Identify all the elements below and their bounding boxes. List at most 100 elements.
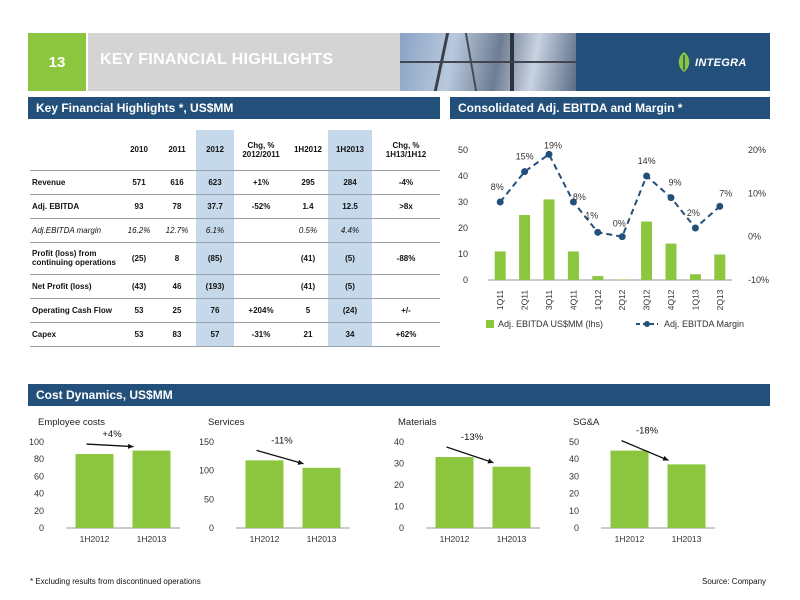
margin-data-label: 0% bbox=[613, 219, 626, 229]
y-tick-label: 0 bbox=[574, 523, 579, 533]
row-label: Net Profit (loss) bbox=[30, 274, 120, 299]
cost-chart-title: Materials bbox=[398, 417, 437, 428]
margin-point bbox=[521, 168, 529, 176]
row-label: Capex bbox=[30, 322, 120, 347]
table-cell bbox=[234, 242, 288, 275]
table-cell: 34 bbox=[328, 322, 372, 347]
slide-number: 13 bbox=[28, 33, 86, 91]
x-tick-label: 3Q12 bbox=[642, 289, 652, 310]
table-cell: 53 bbox=[120, 298, 158, 323]
table-cell: 8 bbox=[158, 242, 196, 275]
ebitda-bar bbox=[519, 215, 531, 280]
x-tick-label: 3Q11 bbox=[544, 290, 554, 310]
x-tick-label: 1Q11 bbox=[495, 290, 505, 310]
x-tick-label: 1H2013 bbox=[497, 534, 527, 544]
table-cell: 295 bbox=[288, 170, 328, 195]
table-cell: (24) bbox=[328, 298, 372, 323]
ebitda-bar bbox=[592, 276, 604, 280]
y-tick-label: 40 bbox=[458, 171, 468, 181]
table-body: Revenue 571 616 623 +1% 295 284 -4% Adj. EBITDA 9… bbox=[30, 170, 440, 347]
table-header-cell: Chg, % 1H13/1H12 bbox=[372, 130, 440, 171]
source-note: Source: Company bbox=[702, 577, 767, 586]
table-cell: 616 bbox=[158, 170, 196, 195]
legend-swatch-point bbox=[644, 321, 650, 327]
y-tick-label: 10 bbox=[458, 249, 468, 259]
cost-bar bbox=[132, 450, 171, 528]
y-tick-label: 20 bbox=[458, 223, 468, 233]
cost-bar bbox=[492, 466, 531, 528]
table-header-cell: 2010 bbox=[120, 130, 158, 171]
table-cell: (5) bbox=[328, 242, 372, 275]
table-cell bbox=[234, 274, 288, 299]
table-cell: (43) bbox=[120, 274, 158, 299]
table-header-cell: 1H2012 bbox=[288, 130, 328, 171]
cost-bar bbox=[302, 467, 341, 528]
y-tick-label: 50 bbox=[569, 437, 579, 447]
table-row: Revenue 571 616 623 +1% 295 284 -4% bbox=[30, 170, 440, 195]
margin-data-label: 8% bbox=[491, 182, 504, 192]
x-tick-label: 1H2012 bbox=[615, 534, 645, 544]
cost-chart-title: Services bbox=[208, 417, 245, 428]
x-tick-label: 1H2013 bbox=[307, 534, 337, 544]
margin-point bbox=[496, 198, 504, 206]
ebitda-bar bbox=[567, 251, 579, 280]
cost-bar bbox=[245, 460, 284, 528]
y-tick-label: 20 bbox=[569, 489, 579, 499]
x-tick-label: 1H2012 bbox=[440, 534, 470, 544]
ebitda-bar bbox=[543, 199, 555, 280]
change-arrow-head bbox=[662, 455, 669, 461]
cost-bar bbox=[435, 457, 474, 528]
row-label: Revenue bbox=[30, 170, 120, 195]
table-row: Capex 53 83 57 -31% 21 34 +62% bbox=[30, 322, 440, 347]
change-arrow bbox=[86, 443, 134, 448]
y-tick-label: 50 bbox=[204, 494, 214, 504]
title-band bbox=[88, 33, 400, 91]
table-cell: 93 bbox=[120, 194, 158, 219]
table-cell: 284 bbox=[328, 170, 372, 195]
table-row: Adj.EBITDA margin 16.2% 12.7% 6.1% 0.5% 4.4% bbox=[30, 218, 440, 243]
y-tick-label: 40 bbox=[394, 437, 404, 447]
table-cell: 12.5 bbox=[328, 194, 372, 219]
y-tick-label: 10 bbox=[394, 502, 404, 512]
change-label: -13% bbox=[461, 432, 484, 443]
change-label: -18% bbox=[636, 426, 659, 437]
table-cell: (193) bbox=[196, 274, 234, 299]
y-tick-label: 40 bbox=[569, 454, 579, 464]
cost-bar bbox=[610, 450, 649, 528]
table-header-row: 2010 2011 2012 Chg, % 2012/2011 1H2012 1H2013 C… bbox=[30, 130, 440, 171]
x-tick-label: 1H2012 bbox=[250, 534, 280, 544]
margin-point bbox=[643, 172, 651, 180]
margin-data-label: 1% bbox=[585, 210, 598, 220]
x-tick-label: 1H2012 bbox=[80, 534, 110, 544]
x-tick-label: 1Q13 bbox=[690, 289, 700, 310]
margin-data-label: 19% bbox=[544, 140, 562, 150]
table-cell: 76 bbox=[196, 298, 234, 323]
table-row: Profit (loss) from continuing operations… bbox=[30, 242, 440, 275]
page-title: KEY FINANCIAL HIGHLIGHTS bbox=[100, 51, 334, 68]
row-label: Profit (loss) from continuing operations bbox=[30, 242, 120, 275]
table-cell: (85) bbox=[196, 242, 234, 275]
table-cell: >8x bbox=[372, 194, 440, 219]
y-tick-label: 10 bbox=[569, 506, 579, 516]
margin-data-label: 14% bbox=[638, 156, 656, 166]
y-tick-label: 0 bbox=[399, 523, 404, 533]
y2-tick-label: 0% bbox=[748, 232, 761, 242]
x-tick-label: 4Q11 bbox=[568, 290, 578, 310]
table-cell: 623 bbox=[196, 170, 234, 195]
change-arrow-head bbox=[487, 458, 494, 464]
y-tick-label: 80 bbox=[34, 454, 44, 464]
table-cell: 53 bbox=[120, 322, 158, 347]
table-header-cell bbox=[30, 130, 120, 171]
table-cell: (41) bbox=[288, 242, 328, 275]
legend-label: Adj. EBITDA Margin bbox=[664, 319, 744, 329]
table-cell: 5 bbox=[288, 298, 328, 323]
change-arrow-head bbox=[297, 459, 304, 465]
table-cell: 83 bbox=[158, 322, 196, 347]
table-header-cell: Chg, % 2012/2011 bbox=[234, 130, 288, 171]
ebitda-section-title: Consolidated Adj. EBITDA and Margin * bbox=[450, 97, 770, 119]
y-tick-label: 150 bbox=[200, 437, 214, 447]
margin-point bbox=[594, 228, 602, 236]
table-cell: +62% bbox=[372, 322, 440, 347]
row-label: Operating Cash Flow bbox=[30, 298, 120, 323]
row-label: Adj. EBITDA bbox=[30, 194, 120, 219]
